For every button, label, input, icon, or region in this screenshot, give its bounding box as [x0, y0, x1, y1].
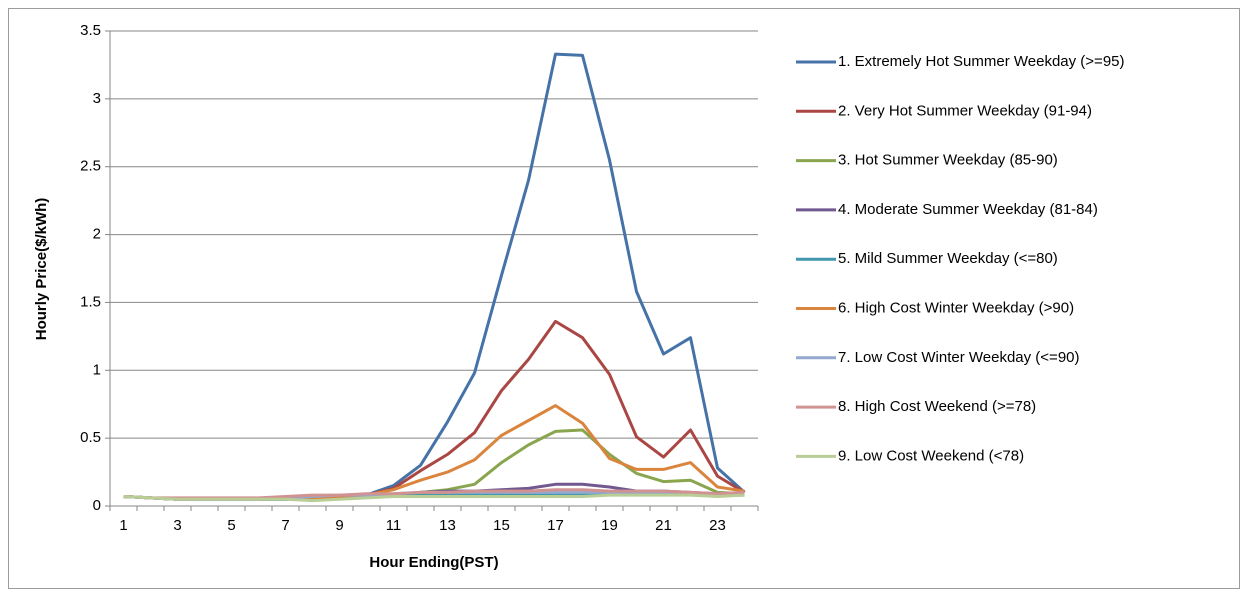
legend-label: 1. Extremely Hot Summer Weekday (>=95)	[838, 53, 1125, 70]
x-tick-label: 13	[439, 517, 456, 534]
series-line	[123, 52, 746, 501]
legend-label: 9. Low Cost Weekend (<78)	[838, 447, 1024, 464]
y-tick-label: 0.5	[80, 429, 101, 446]
x-tick-label: 23	[709, 517, 726, 534]
x-axis-title: Hour Ending(PST)	[369, 554, 498, 571]
legend-label: 6. High Cost Winter Weekday (>90)	[838, 299, 1074, 316]
x-tick-label: 3	[173, 517, 181, 534]
x-tick-label: 5	[227, 517, 235, 534]
series-line	[123, 319, 746, 501]
legend-label: 5. Mild Summer Weekday (<=80)	[838, 250, 1058, 267]
y-tick-label: 1.5	[80, 293, 101, 310]
y-tick-label: 3	[93, 90, 101, 107]
y-tick-label: 1	[93, 361, 101, 378]
legend-label: 7. Low Cost Winter Weekday (<=90)	[838, 349, 1080, 366]
legend-label: 8. High Cost Weekend (>=78)	[838, 398, 1036, 415]
y-tick-label: 0	[93, 497, 101, 514]
series-line	[123, 404, 745, 501]
x-tick-label: 15	[493, 517, 510, 534]
y-tick-label: 2.5	[80, 158, 101, 175]
legend-label: 3. Hot Summer Weekday (85-90)	[838, 152, 1058, 169]
x-tick-label: 19	[601, 517, 618, 534]
x-tick-label: 7	[281, 517, 289, 534]
series-line	[123, 493, 745, 503]
series-line	[123, 428, 745, 501]
y-axis-title: Hourly Price($/kWh)	[33, 198, 50, 341]
x-tick-label: 1	[119, 517, 127, 534]
legend-label: 4. Moderate Summer Weekday (81-84)	[838, 201, 1098, 218]
x-tick-label: 9	[335, 517, 343, 534]
y-tick-label: 3.5	[80, 22, 101, 39]
x-tick-label: 11	[386, 517, 402, 534]
y-tick-label: 2	[93, 226, 101, 243]
x-tick-label: 17	[547, 517, 564, 534]
x-tick-label: 21	[655, 517, 672, 534]
legend-label: 2. Very Hot Summer Weekday (91-94)	[838, 102, 1092, 119]
chart-border	[8, 8, 1240, 589]
